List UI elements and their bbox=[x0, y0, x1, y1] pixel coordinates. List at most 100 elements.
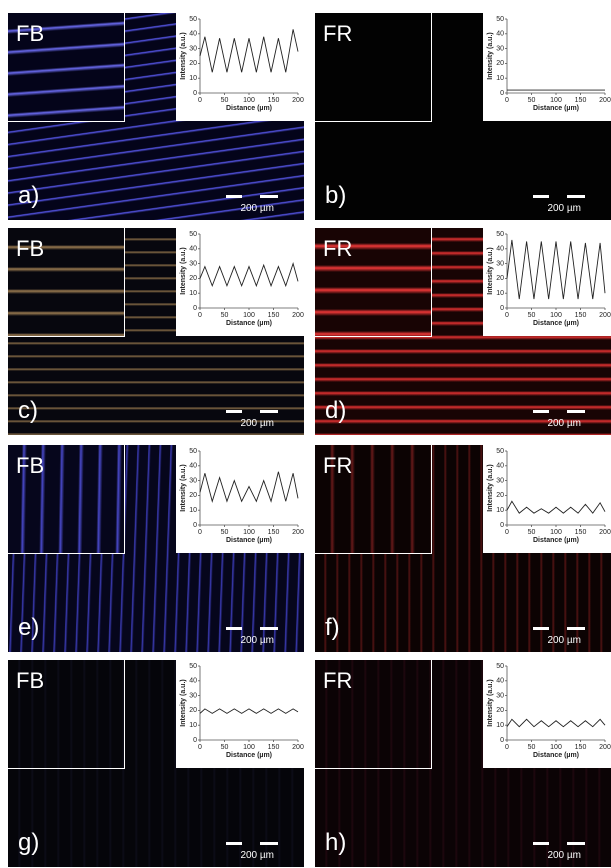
y-tick-label: 10 bbox=[496, 507, 504, 514]
inset-chart: 01020304050050100150200Distance (µm)Inte… bbox=[483, 660, 611, 768]
x-tick-label: 150 bbox=[268, 529, 280, 536]
x-tick-label: 200 bbox=[599, 312, 611, 319]
x-tick-label: 150 bbox=[575, 529, 587, 536]
y-tick-label: 20 bbox=[189, 60, 197, 67]
y-tick-label: 50 bbox=[496, 231, 504, 238]
x-tick-label: 0 bbox=[198, 312, 202, 319]
x-tick-label: 50 bbox=[221, 97, 229, 104]
x-axis-label: Distance (µm) bbox=[226, 537, 272, 544]
panel-label: h) bbox=[325, 829, 346, 857]
channel-label: FR bbox=[323, 236, 352, 262]
x-tick-label: 200 bbox=[292, 312, 304, 319]
channel-label: FR bbox=[323, 453, 352, 479]
inset-chart: 01020304050050100150200Distance (µm)Inte… bbox=[483, 445, 611, 553]
panel: FRd)200 µm01020304050050100150200Distanc… bbox=[315, 228, 611, 435]
panel: FBa)200 µm01020304050050100150200Distanc… bbox=[8, 13, 304, 220]
inset-chart: 01020304050050100150200Distance (µm)Inte… bbox=[176, 13, 304, 121]
y-tick-label: 10 bbox=[189, 722, 197, 729]
x-axis-label: Distance (µm) bbox=[533, 320, 579, 327]
y-tick-label: 10 bbox=[496, 722, 504, 729]
scale-bar-label: 200 µm bbox=[240, 418, 274, 429]
x-tick-label: 200 bbox=[292, 97, 304, 104]
x-tick-label: 50 bbox=[528, 744, 536, 751]
y-tick-label: 10 bbox=[496, 75, 504, 82]
y-tick-label: 40 bbox=[496, 31, 504, 38]
y-tick-label: 30 bbox=[189, 45, 197, 52]
y-tick-label: 20 bbox=[496, 492, 504, 499]
x-tick-label: 150 bbox=[268, 312, 280, 319]
y-tick-label: 50 bbox=[189, 231, 197, 238]
y-tick-label: 20 bbox=[496, 275, 504, 282]
x-tick-label: 0 bbox=[198, 529, 202, 536]
y-tick-label: 20 bbox=[496, 60, 504, 67]
x-tick-label: 0 bbox=[505, 744, 509, 751]
y-tick-label: 20 bbox=[189, 707, 197, 714]
x-tick-label: 150 bbox=[575, 97, 587, 104]
scale-bar-label: 200 µm bbox=[547, 418, 581, 429]
x-tick-label: 200 bbox=[292, 744, 304, 751]
y-tick-label: 30 bbox=[496, 260, 504, 267]
panel-label: f) bbox=[325, 614, 340, 642]
scale-bar-label: 200 µm bbox=[547, 203, 581, 214]
channel-label: FB bbox=[16, 453, 44, 479]
intensity-line bbox=[507, 501, 605, 513]
y-tick-label: 30 bbox=[496, 692, 504, 699]
intensity-line bbox=[200, 472, 298, 502]
y-tick-label: 10 bbox=[189, 290, 197, 297]
x-tick-label: 100 bbox=[243, 744, 255, 751]
x-tick-label: 100 bbox=[243, 312, 255, 319]
channel-label: FB bbox=[16, 668, 44, 694]
y-tick-label: 50 bbox=[496, 16, 504, 23]
x-tick-label: 0 bbox=[505, 97, 509, 104]
y-tick-label: 30 bbox=[189, 477, 197, 484]
y-tick-label: 0 bbox=[193, 522, 197, 529]
scale-bar-label: 200 µm bbox=[240, 635, 274, 646]
panel-label: b) bbox=[325, 182, 346, 210]
y-axis-label: Intensity (a.u.) bbox=[180, 247, 187, 294]
x-tick-label: 50 bbox=[221, 312, 229, 319]
y-tick-label: 40 bbox=[496, 678, 504, 685]
panel: FRf)200 µm01020304050050100150200Distanc… bbox=[315, 445, 611, 652]
y-tick-label: 20 bbox=[496, 707, 504, 714]
y-tick-label: 40 bbox=[189, 678, 197, 685]
y-tick-label: 0 bbox=[193, 305, 197, 312]
intensity-line bbox=[507, 719, 605, 726]
y-tick-label: 50 bbox=[496, 663, 504, 670]
channel-label: FB bbox=[16, 236, 44, 262]
y-tick-label: 30 bbox=[496, 45, 504, 52]
x-tick-label: 200 bbox=[599, 529, 611, 536]
channel-label: FR bbox=[323, 668, 352, 694]
inset-chart: 01020304050050100150200Distance (µm)Inte… bbox=[176, 228, 304, 336]
y-axis-label: Intensity (a.u.) bbox=[487, 247, 494, 294]
y-tick-label: 0 bbox=[500, 522, 504, 529]
y-tick-label: 30 bbox=[496, 477, 504, 484]
scale-bar-label: 200 µm bbox=[240, 203, 274, 214]
scale-bar bbox=[226, 195, 278, 198]
scale-bar bbox=[533, 195, 585, 198]
scale-bar-label: 200 µm bbox=[547, 850, 581, 861]
x-tick-label: 100 bbox=[550, 97, 562, 104]
panel-label: a) bbox=[18, 182, 39, 210]
x-tick-label: 50 bbox=[221, 744, 229, 751]
y-tick-label: 0 bbox=[500, 305, 504, 312]
y-tick-label: 30 bbox=[189, 260, 197, 267]
channel-label: FB bbox=[16, 21, 44, 47]
x-tick-label: 0 bbox=[505, 529, 509, 536]
scale-bar bbox=[226, 627, 278, 630]
inset-chart: 01020304050050100150200Distance (µm)Inte… bbox=[483, 228, 611, 336]
y-tick-label: 10 bbox=[189, 507, 197, 514]
scale-bar bbox=[533, 842, 585, 845]
y-tick-label: 40 bbox=[496, 463, 504, 470]
scale-bar bbox=[226, 410, 278, 413]
y-tick-label: 50 bbox=[189, 448, 197, 455]
scale-bar bbox=[226, 842, 278, 845]
y-tick-label: 0 bbox=[500, 90, 504, 97]
x-tick-label: 100 bbox=[550, 529, 562, 536]
y-axis-label: Intensity (a.u.) bbox=[487, 464, 494, 511]
x-axis-label: Distance (µm) bbox=[533, 105, 579, 112]
y-axis-label: Intensity (a.u.) bbox=[487, 679, 494, 726]
x-axis-label: Distance (µm) bbox=[226, 105, 272, 112]
panel: FRb)200 µm01020304050050100150200Distanc… bbox=[315, 13, 611, 220]
